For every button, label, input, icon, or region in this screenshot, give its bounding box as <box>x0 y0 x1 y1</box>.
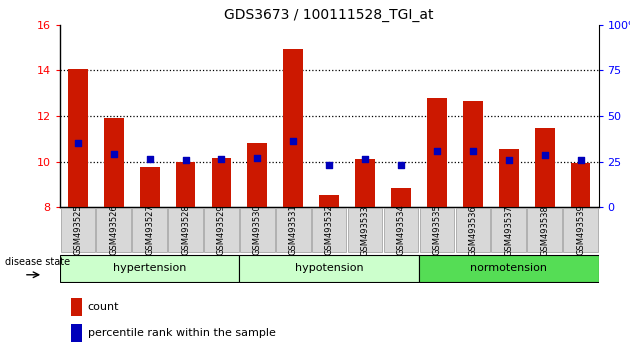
Text: GSM493529: GSM493529 <box>217 205 226 256</box>
Bar <box>571 162 590 207</box>
Point <box>217 156 227 162</box>
Bar <box>499 149 518 207</box>
Point <box>144 156 155 162</box>
Bar <box>104 118 123 207</box>
Point <box>73 141 83 146</box>
Bar <box>71 298 83 316</box>
Bar <box>140 167 159 207</box>
Point <box>504 158 514 163</box>
Bar <box>248 143 267 207</box>
FancyBboxPatch shape <box>384 208 418 252</box>
Bar <box>319 195 339 207</box>
FancyBboxPatch shape <box>455 208 490 252</box>
Bar <box>427 98 447 207</box>
Text: GSM493531: GSM493531 <box>289 205 298 256</box>
FancyBboxPatch shape <box>348 208 382 252</box>
Text: GSM493537: GSM493537 <box>504 205 513 256</box>
Point <box>467 148 478 154</box>
FancyBboxPatch shape <box>563 208 598 252</box>
Point <box>396 162 406 168</box>
FancyBboxPatch shape <box>60 208 95 252</box>
Point <box>576 158 586 163</box>
Text: GSM493539: GSM493539 <box>576 205 585 256</box>
FancyBboxPatch shape <box>239 255 419 282</box>
FancyBboxPatch shape <box>420 208 454 252</box>
Bar <box>535 129 554 207</box>
Title: GDS3673 / 100111528_TGI_at: GDS3673 / 100111528_TGI_at <box>224 8 434 22</box>
Text: GSM493538: GSM493538 <box>540 205 549 256</box>
Text: GSM493528: GSM493528 <box>181 205 190 256</box>
Bar <box>71 324 83 342</box>
FancyBboxPatch shape <box>96 208 131 252</box>
Point <box>288 138 299 144</box>
Text: normotension: normotension <box>470 263 547 273</box>
Text: GSM493526: GSM493526 <box>109 205 118 256</box>
Point <box>108 151 118 156</box>
Point <box>180 158 190 163</box>
FancyBboxPatch shape <box>204 208 239 252</box>
Bar <box>284 49 303 207</box>
Text: GSM493527: GSM493527 <box>145 205 154 256</box>
Bar <box>463 101 483 207</box>
Text: GSM493532: GSM493532 <box>324 205 334 256</box>
Point <box>360 156 370 162</box>
FancyBboxPatch shape <box>276 208 311 252</box>
Text: hypotension: hypotension <box>295 263 364 273</box>
Text: GSM493525: GSM493525 <box>73 205 83 256</box>
Bar <box>176 161 195 207</box>
Bar <box>355 159 375 207</box>
Text: GSM493536: GSM493536 <box>468 205 478 256</box>
Text: GSM493530: GSM493530 <box>253 205 262 256</box>
Point <box>324 162 334 168</box>
FancyBboxPatch shape <box>132 208 167 252</box>
Bar <box>68 69 88 207</box>
FancyBboxPatch shape <box>491 208 526 252</box>
FancyBboxPatch shape <box>419 255 598 282</box>
Point <box>252 155 263 161</box>
Bar <box>212 158 231 207</box>
Text: GSM493535: GSM493535 <box>432 205 442 256</box>
Text: GSM493533: GSM493533 <box>360 205 370 256</box>
Point <box>432 148 442 154</box>
Text: percentile rank within the sample: percentile rank within the sample <box>88 328 276 338</box>
Text: GSM493534: GSM493534 <box>396 205 406 256</box>
FancyBboxPatch shape <box>527 208 562 252</box>
FancyBboxPatch shape <box>60 255 239 282</box>
Text: hypertension: hypertension <box>113 263 186 273</box>
Text: disease state: disease state <box>5 257 70 267</box>
Text: count: count <box>88 302 119 312</box>
Point <box>539 152 549 158</box>
FancyBboxPatch shape <box>168 208 203 252</box>
Bar <box>391 188 411 207</box>
FancyBboxPatch shape <box>240 208 275 252</box>
FancyBboxPatch shape <box>312 208 347 252</box>
